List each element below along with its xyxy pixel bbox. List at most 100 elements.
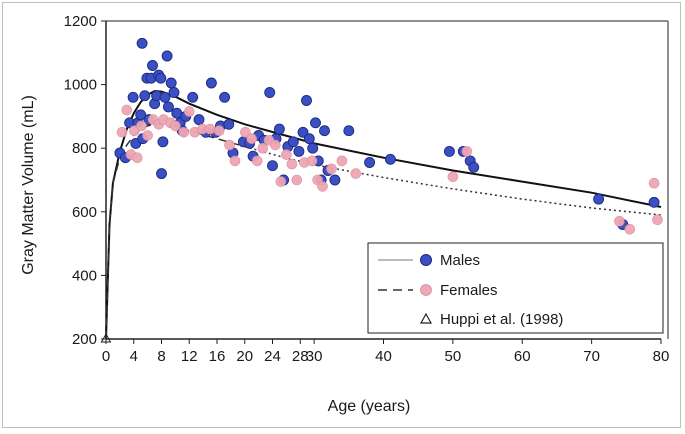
female-point [240, 127, 251, 138]
male-point [287, 136, 299, 148]
data-points [100, 37, 663, 343]
male-point [343, 125, 355, 137]
legend: Males Females Huppi et al. (1998) [367, 242, 664, 334]
y-tick-label: 400 [72, 267, 97, 284]
male-point [136, 37, 148, 49]
legend-label-huppi: Huppi et al. (1998) [440, 311, 563, 328]
male-point [162, 101, 174, 113]
legend-label-females: Females [440, 282, 498, 299]
female-point [291, 174, 303, 186]
female-point [121, 104, 133, 116]
legend-marker-huppi [419, 312, 433, 324]
y-tick-label: 800 [72, 140, 97, 157]
male-point [319, 125, 330, 137]
male-point [135, 109, 147, 121]
male-point [127, 91, 139, 103]
x-tick-label: 40 [375, 348, 392, 365]
x-tick-label: 80 [653, 348, 670, 365]
female-point [131, 152, 143, 163]
x-tick-label: 30 [306, 348, 323, 365]
male-point [223, 118, 235, 130]
male-point [187, 91, 199, 103]
y-tick-label: 1200 [64, 13, 97, 30]
male-point [307, 142, 319, 154]
x-tick-label: 24 [264, 348, 281, 365]
female-point [447, 171, 459, 183]
female-point [461, 146, 473, 157]
female-point [136, 120, 147, 132]
male-point [156, 168, 167, 180]
male-point [168, 87, 180, 98]
x-tick-label: 4 [130, 348, 138, 365]
x-tick-label: 12 [181, 348, 198, 365]
male-point [267, 160, 278, 172]
male-point [159, 91, 171, 103]
male-point [165, 77, 177, 89]
x-tick-label: 70 [583, 348, 600, 365]
female-point [652, 214, 663, 226]
x-tick-label: 0 [102, 348, 110, 365]
male-point [273, 123, 285, 135]
male-point [205, 77, 217, 89]
female-point [648, 177, 660, 189]
female-point [281, 149, 292, 160]
x-tick-label: 8 [157, 348, 165, 365]
female-point [204, 123, 216, 135]
male-point [264, 87, 276, 98]
female-point [116, 127, 128, 138]
female-point [170, 120, 181, 132]
female-point [624, 224, 636, 235]
male-point [310, 117, 321, 129]
male-point [303, 133, 315, 145]
male-point [443, 145, 455, 157]
female-point [142, 130, 153, 141]
male-point [364, 157, 376, 168]
male-point [293, 145, 305, 157]
female-point [213, 125, 225, 136]
male-point [161, 50, 173, 62]
legend-marker-females [420, 284, 432, 296]
female-point [178, 127, 189, 138]
male-point [139, 90, 151, 102]
female-point [326, 163, 337, 175]
y-tick-label: 600 [72, 204, 97, 221]
female-point [336, 155, 348, 167]
female-point [286, 158, 298, 170]
y-axis-title: Gray Matter Volume (mL) [20, 95, 37, 275]
y-tick-label: 200 [72, 331, 97, 348]
x-tick-label: 60 [514, 348, 531, 365]
female-point [350, 168, 362, 179]
female-point [269, 139, 281, 151]
male-point [468, 161, 480, 173]
female-point [257, 142, 269, 154]
male-point [157, 136, 169, 148]
male-point [219, 91, 231, 103]
female-point [317, 181, 328, 192]
female-point [614, 216, 625, 227]
y-tick-label: 1000 [64, 77, 97, 94]
male-point [648, 196, 660, 208]
legend-box [367, 242, 664, 334]
male-point [329, 174, 341, 186]
male-point [171, 107, 183, 119]
male-point [147, 60, 158, 71]
male-point [384, 153, 396, 165]
female-point [275, 176, 287, 187]
male-point [193, 114, 205, 126]
female-point [246, 133, 257, 144]
x-tick-label: 50 [445, 348, 462, 365]
female-point [306, 155, 318, 167]
x-tick-label: 28 [292, 348, 309, 365]
legend-marker-males [420, 254, 432, 266]
female-point [251, 155, 263, 167]
huppi-point [100, 332, 112, 343]
x-tick-label: 16 [209, 348, 226, 365]
x-axis-title: Age (years) [328, 398, 411, 415]
female-point [229, 155, 241, 167]
female-point [224, 139, 235, 151]
figure-frame: 0 4 8 12 16 20 24 28 30 40 50 60 70 80 200 400 600 800 10… [2, 2, 681, 428]
y-ticks: 200 400 600 800 1000 1200 [64, 13, 106, 348]
